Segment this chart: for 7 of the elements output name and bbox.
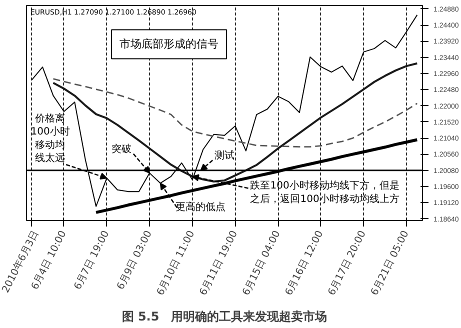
annotation: 突破 [112,143,132,156]
annotation: 更高的低点 [176,201,226,214]
annotation: 测试 [214,150,234,162]
annotation: 跌至100小时移动均线下方，但是之后，返回100小时移动均线上方 [250,180,400,205]
text: 图 5.5 用明确的工具来发现超卖市场 [122,310,328,324]
annotation: 价格离100小时移动均线太远 [30,112,70,164]
annotation: 市场底部形成的信号 [120,38,219,51]
